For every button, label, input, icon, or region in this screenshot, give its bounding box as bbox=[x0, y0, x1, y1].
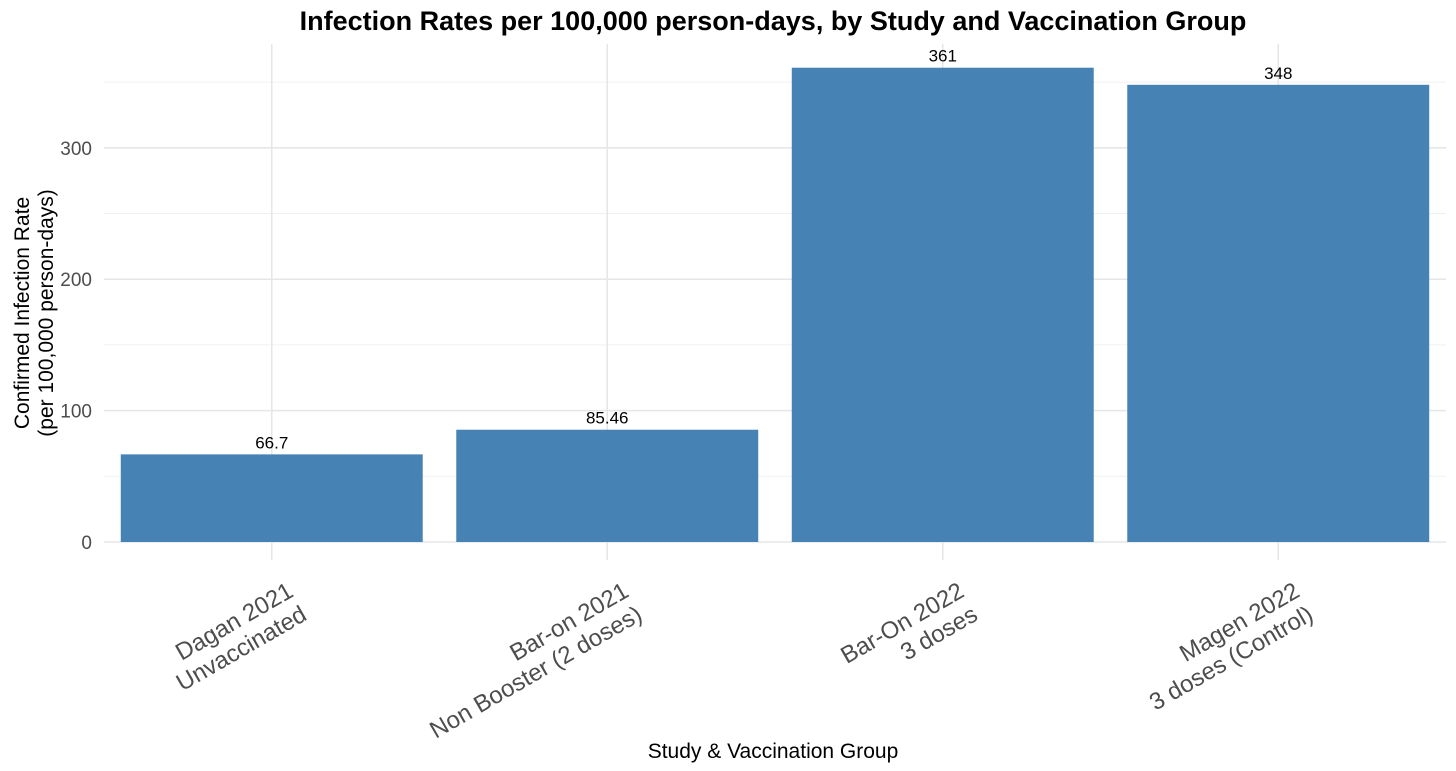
bars bbox=[120, 67, 1430, 542]
y-tick-label: 200 bbox=[60, 270, 92, 291]
bar bbox=[1127, 84, 1430, 542]
bar bbox=[120, 454, 423, 542]
bar bbox=[456, 429, 759, 542]
y-tick-label: 100 bbox=[60, 402, 92, 423]
y-tick-label: 0 bbox=[81, 533, 92, 554]
bar-value-label: 361 bbox=[929, 47, 957, 66]
bar-value-label: 85.46 bbox=[586, 409, 629, 428]
y-axis-title: Confirmed Infection Rate (per 100,000 pe… bbox=[11, 189, 58, 436]
y-tick-label: 300 bbox=[60, 139, 92, 160]
bar-value-label: 66.7 bbox=[255, 433, 288, 452]
value-labels: 66.7 85.46 361 348 bbox=[255, 47, 1292, 453]
chart-title: Infection Rates per 100,000 person-days,… bbox=[300, 6, 1247, 36]
y-axis-title-line-2: (per 100,000 person-days) bbox=[35, 189, 58, 436]
bar-value-label: 348 bbox=[1264, 64, 1292, 83]
y-axis-ticks: 0 100 200 300 bbox=[60, 139, 92, 554]
x-tick-label-line: Non Booster (2 doses) bbox=[425, 601, 646, 744]
y-axis-title-line-1: Confirmed Infection Rate bbox=[11, 197, 34, 429]
x-axis-title: Study & Vaccination Group bbox=[648, 740, 899, 763]
bar bbox=[791, 67, 1094, 542]
